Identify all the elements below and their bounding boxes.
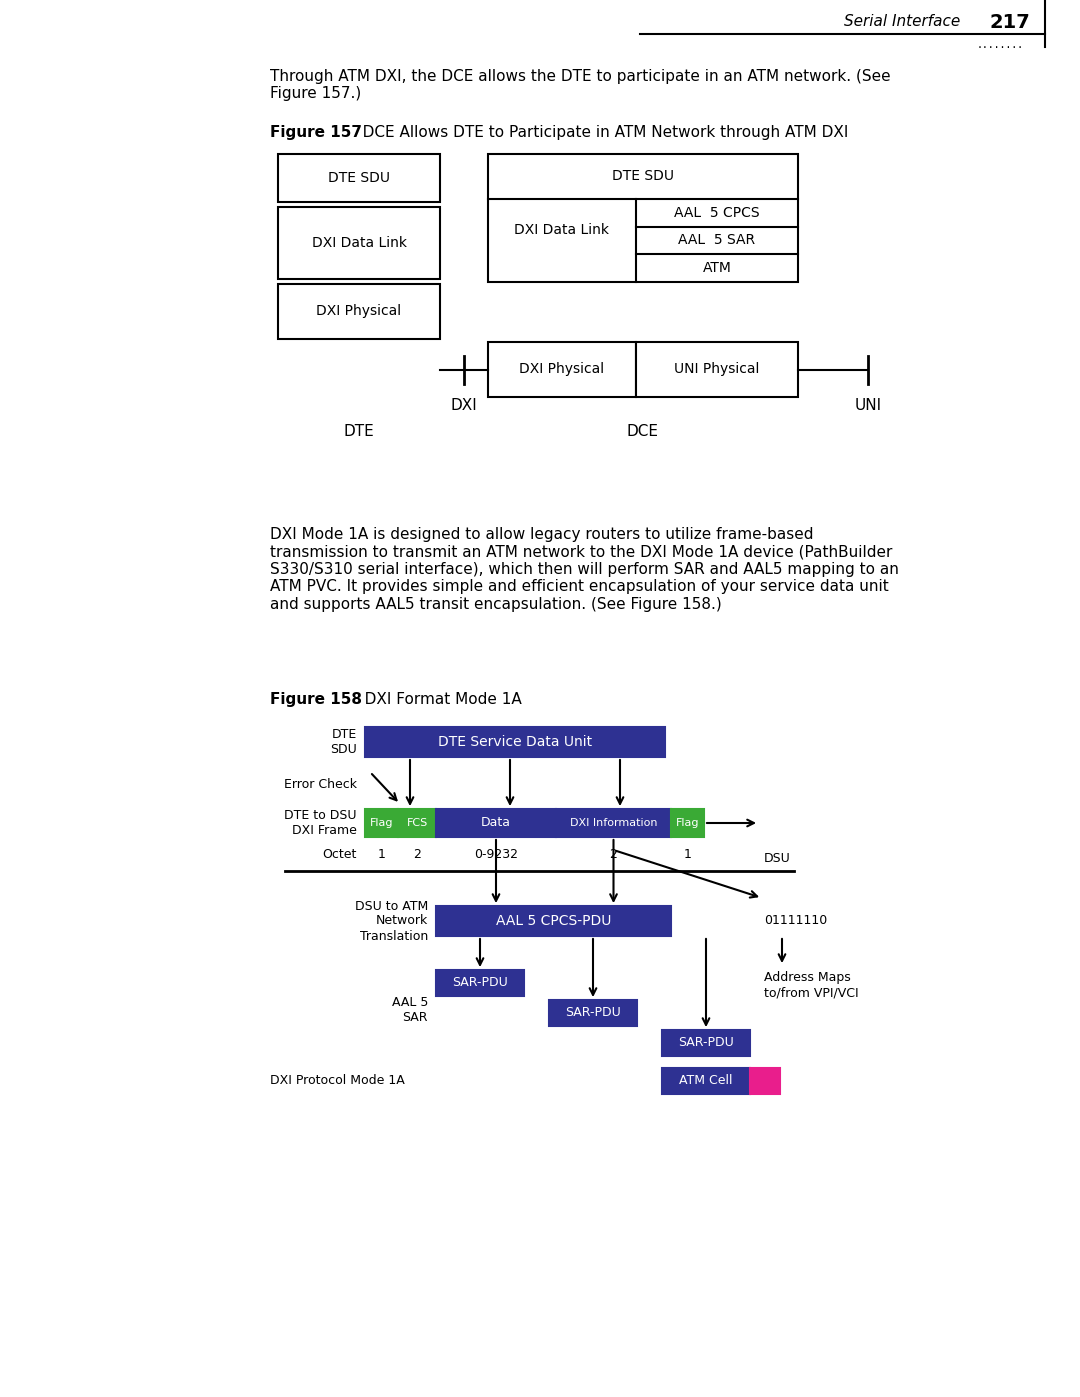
Text: DXI Information: DXI Information [570,819,658,828]
Text: AAL 5
SAR: AAL 5 SAR [392,996,428,1024]
Text: DXI Physical: DXI Physical [316,305,402,319]
FancyBboxPatch shape [436,970,524,996]
Text: DXI Physical: DXI Physical [519,362,605,377]
FancyBboxPatch shape [636,342,798,397]
Text: SAR-PDU: SAR-PDU [565,1006,621,1020]
FancyBboxPatch shape [278,207,440,279]
FancyBboxPatch shape [488,154,798,282]
Text: UNI: UNI [854,398,881,412]
Text: 1: 1 [378,848,386,862]
Text: DSU to ATM
Network
Translation: DSU to ATM Network Translation [354,900,428,943]
Text: Octet: Octet [323,848,357,862]
FancyBboxPatch shape [278,284,440,339]
Text: 1: 1 [684,848,691,862]
Text: DXI Data Link: DXI Data Link [311,236,406,250]
FancyBboxPatch shape [278,154,440,203]
FancyBboxPatch shape [365,726,665,757]
Text: SAR-PDU: SAR-PDU [453,977,508,989]
Text: DTE: DTE [343,425,375,440]
Text: UNI Physical: UNI Physical [674,362,759,377]
FancyBboxPatch shape [556,809,671,837]
FancyBboxPatch shape [671,809,704,837]
Text: DTE
SDU: DTE SDU [330,728,357,756]
FancyBboxPatch shape [662,1067,750,1094]
Text: FCS: FCS [406,819,428,828]
Text: DTE to DSU
DXI Frame: DTE to DSU DXI Frame [284,809,357,837]
Text: DCE: DCE [627,425,659,440]
Text: 01111110: 01111110 [764,915,827,928]
Text: ATM Cell: ATM Cell [679,1074,732,1087]
Text: DXI Mode 1A is designed to allow legacy routers to utilize frame-based
transmiss: DXI Mode 1A is designed to allow legacy … [270,527,899,612]
FancyBboxPatch shape [488,342,636,397]
Text: DSU: DSU [764,852,791,866]
Text: 2: 2 [413,848,421,862]
Text: Through ATM DXI, the DCE allows the DTE to participate in an ATM network. (See
F: Through ATM DXI, the DCE allows the DTE … [270,68,891,102]
Text: ATM: ATM [703,261,731,275]
Text: DXI Data Link: DXI Data Link [514,224,609,237]
Text: 0-9232: 0-9232 [474,848,518,862]
Text: 2: 2 [609,848,618,862]
Text: DTE SDU: DTE SDU [328,170,390,184]
Text: DTE SDU: DTE SDU [612,169,674,183]
FancyBboxPatch shape [662,1030,750,1056]
FancyBboxPatch shape [750,1067,780,1094]
FancyBboxPatch shape [365,809,399,837]
Text: DTE Service Data Unit: DTE Service Data Unit [437,735,592,749]
FancyBboxPatch shape [399,809,436,837]
Text: DXI: DXI [450,398,477,412]
Text: Serial Interface: Serial Interface [843,14,960,29]
Text: Figure 157: Figure 157 [270,124,362,140]
Text: SAR-PDU: SAR-PDU [678,1037,734,1049]
Text: AAL 5 CPCS-PDU: AAL 5 CPCS-PDU [496,914,611,928]
Text: DXI Protocol Mode 1A: DXI Protocol Mode 1A [270,1074,405,1087]
Text: Figure 158: Figure 158 [270,692,362,707]
Text: Address Maps
to/from VPI/VCI: Address Maps to/from VPI/VCI [764,971,859,999]
Text: Flag: Flag [369,819,393,828]
FancyBboxPatch shape [549,1000,637,1025]
Text: AAL  5 CPCS: AAL 5 CPCS [674,205,760,219]
Text: AAL  5 SAR: AAL 5 SAR [678,233,756,247]
FancyBboxPatch shape [436,809,556,837]
Text: 217: 217 [989,13,1030,32]
Text: DCE Allows DTE to Participate in ATM Network through ATM DXI: DCE Allows DTE to Participate in ATM Net… [348,124,849,140]
Text: Flag: Flag [676,819,699,828]
Text: DXI Format Mode 1A: DXI Format Mode 1A [350,692,522,707]
Text: Data: Data [481,816,511,830]
Text: Error Check: Error Check [284,778,357,792]
Text: ........: ........ [976,41,1024,50]
FancyBboxPatch shape [436,907,671,936]
